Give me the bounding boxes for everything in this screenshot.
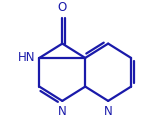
- Text: N: N: [58, 105, 67, 118]
- Text: O: O: [58, 1, 67, 13]
- Text: N: N: [104, 105, 113, 118]
- Text: HN: HN: [18, 51, 35, 64]
